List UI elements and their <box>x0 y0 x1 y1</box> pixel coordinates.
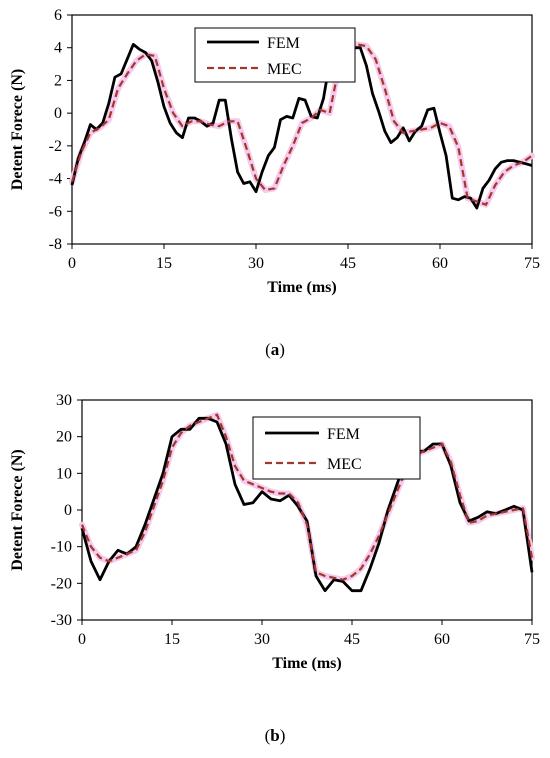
y-tick-label: 2 <box>54 72 62 89</box>
caption-a-suffix: ) <box>279 340 285 359</box>
x-tick-label: 15 <box>156 255 172 272</box>
x-axis-title: Time (ms) <box>272 655 341 672</box>
y-tick-label: -30 <box>51 612 72 629</box>
x-tick-label: 30 <box>254 631 270 648</box>
caption-a-prefix: ( <box>265 340 271 359</box>
x-axis-title: Time (ms) <box>267 279 336 296</box>
caption-a: (a) <box>0 340 550 360</box>
y-tick-label: 6 <box>54 7 62 24</box>
y-tick-label: -2 <box>49 138 62 155</box>
caption-b-suffix: ) <box>279 726 286 745</box>
y-tick-label: 4 <box>54 40 62 57</box>
y-axis-title: Detent Forece (N) <box>9 69 26 190</box>
y-axis-ticks: -30 -20 -10 0 10 20 30 <box>51 392 82 629</box>
plot-area-frame <box>71 14 533 245</box>
y-tick-label: -10 <box>51 539 72 556</box>
x-tick-label: 75 <box>524 631 540 648</box>
caption-a-letter: a <box>270 340 280 359</box>
series-line-mec <box>70 43 533 206</box>
y-tick-label: 30 <box>56 392 72 409</box>
legend-box <box>194 27 356 83</box>
x-axis-ticks: 0 15 30 45 60 75 <box>78 620 540 648</box>
y-tick-label: 20 <box>56 429 72 446</box>
x-axis-ticks: 0 15 30 45 60 75 <box>68 244 540 272</box>
y-tick-label: -8 <box>49 236 62 253</box>
series-line-fem <box>70 34 533 210</box>
x-tick-label: 60 <box>434 631 450 648</box>
series-line-mec <box>80 413 534 581</box>
y-axis-ticks: -8 -6 -4 -2 0 2 4 6 <box>49 7 72 253</box>
legend-label-fem: FEM <box>327 426 360 443</box>
x-tick-label: 45 <box>340 255 356 272</box>
y-tick-label: 0 <box>54 105 62 122</box>
caption-b: (b) <box>0 726 550 746</box>
legend-label-fem: FEM <box>267 35 300 52</box>
y-tick-label: 10 <box>56 465 72 482</box>
y-tick-label: 0 <box>64 502 72 519</box>
legend-box <box>252 416 421 480</box>
x-tick-label: 0 <box>78 631 86 648</box>
x-tick-label: 45 <box>344 631 360 648</box>
x-tick-label: 15 <box>164 631 180 648</box>
caption-b-prefix: ( <box>264 726 271 745</box>
chart-a: 0 15 30 45 60 75 -8 -6 -4 -2 0 2 4 6 Time (ms) Detent F… <box>9 7 540 296</box>
legend-label-mec: MEC <box>327 456 362 473</box>
y-tick-label: -20 <box>51 575 72 592</box>
y-tick-label: -6 <box>49 203 62 220</box>
x-tick-label: 30 <box>248 255 264 272</box>
x-tick-label: 0 <box>68 255 76 272</box>
y-tick-label: -4 <box>49 171 62 188</box>
x-tick-label: 75 <box>524 255 540 272</box>
caption-b-letter: b <box>270 726 280 745</box>
series-line-fem <box>80 416 534 593</box>
y-axis-title: Detent Forece (N) <box>9 449 26 570</box>
x-tick-label: 60 <box>432 255 448 272</box>
legend-label-mec: MEC <box>267 61 302 78</box>
